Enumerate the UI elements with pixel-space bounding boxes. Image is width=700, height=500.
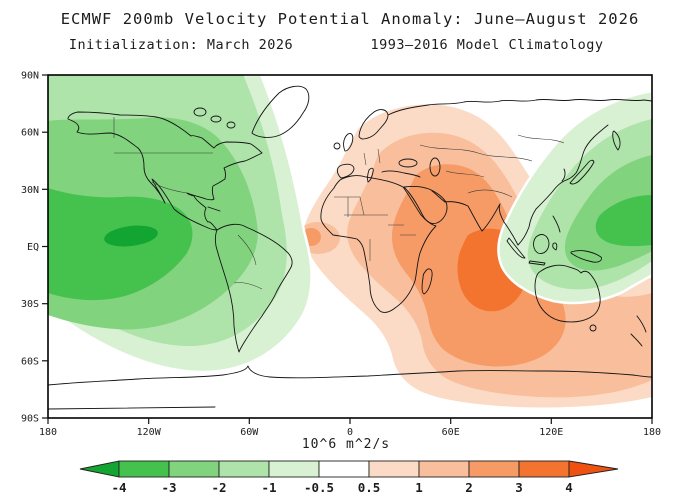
contour-region-negative-east-pacific (48, 75, 313, 374)
map-content (48, 75, 652, 410)
lon-axis: 180 120W 60W 0 60E 120E 180 (39, 418, 661, 438)
lat-axis: 90N 60N 30N EQ 30S 60S 90S (21, 71, 48, 425)
coastline-new-zealand (630, 315, 647, 347)
coastline-mediterranean-north (381, 170, 421, 178)
colorbar-seg-m2 (218, 460, 270, 478)
coastline-east-asia (517, 124, 609, 246)
lon-label-180e: 180 (643, 427, 661, 438)
lat-label-60s: 60S (21, 356, 39, 367)
lat-label-90n: 90N (21, 71, 39, 82)
lon-label-180w: 180 (39, 427, 57, 438)
contour-region-negative-west-pacific (497, 89, 652, 305)
contour-region-positive (296, 104, 652, 408)
cbar-tick-m0p5: -0.5 (304, 480, 334, 495)
colorbar-seg-p4 (518, 460, 570, 478)
coastline-north-america (67, 111, 263, 231)
cbar-tick-m1: -1 (261, 480, 276, 495)
coastline-japan (569, 159, 595, 185)
lat-label-30n: 30N (21, 185, 39, 196)
coastline-java (528, 260, 546, 266)
cbar-tick-p2: 2 (465, 480, 473, 495)
border-south-america (233, 234, 263, 290)
border-us-mexico (151, 181, 188, 194)
coastline-arctic-island-2 (210, 115, 222, 123)
page-title: ECMWF 200mb Velocity Potential Anomaly: … (61, 10, 640, 28)
lat-label-90s: 90S (21, 414, 39, 425)
cbar-tick-p1: 1 (415, 480, 423, 495)
coastline-africa (320, 175, 437, 313)
border-asia (419, 134, 565, 198)
colorbar: 10^6 m^2/s -4 -3 -2 -1 -0.5 0.5 1 2 3 4 (79, 437, 619, 495)
colorbar-seg-m1 (268, 460, 320, 478)
cbar-tick-m3: -3 (161, 480, 176, 495)
coastline-philippines (552, 215, 561, 233)
cbar-tick-p4: 4 (565, 480, 573, 495)
colorbar-seg-p3 (468, 460, 520, 478)
cbar-tick-p0p5: 0.5 (358, 480, 381, 495)
coastline-caspian-sea (429, 157, 441, 177)
lon-label-60w: 60W (240, 427, 259, 438)
coastline-sumatra (506, 237, 526, 259)
coastline-scandinavia (358, 109, 389, 140)
colorbar-seg-p2 (418, 460, 470, 478)
colorbar-seg-p1 (368, 460, 420, 478)
lat-label-30s: 30S (21, 299, 39, 310)
coastline-korea (561, 168, 566, 182)
coastline-south-america (214, 223, 293, 353)
coastline-arctic-island-3 (226, 121, 236, 129)
lon-label-60e: 60E (442, 427, 460, 438)
coastline-arctic-island-1 (193, 107, 207, 117)
coastline-tasmania (589, 324, 597, 332)
coastline-britain (343, 133, 354, 152)
border-africa (334, 196, 416, 261)
coastline-south-asia (431, 190, 519, 246)
subtitle-initialization: Initialization: March 2026 (69, 37, 293, 53)
colorbar-arrow-right (568, 460, 619, 478)
coastline-greenland (251, 85, 310, 138)
coastline-russia-north (387, 98, 652, 116)
lat-label-60n: 60N (21, 128, 39, 139)
border-us-canada (113, 117, 213, 154)
lon-label-120w: 120W (137, 427, 162, 438)
contour-minus-3-west (595, 195, 652, 247)
colorbar-seg-zero (318, 460, 370, 478)
coastlines (48, 85, 652, 410)
country-borders (113, 117, 565, 290)
colorbar-arrow-left (79, 460, 120, 478)
lon-label-120e: 120E (539, 427, 563, 438)
coastline-australia (534, 264, 601, 323)
colorbar-unit-label: 10^6 m^2/s (302, 437, 390, 452)
cbar-tick-p3: 3 (515, 480, 523, 495)
lon-label-0: 0 (347, 427, 353, 438)
coastline-kamchatka (612, 130, 621, 151)
contour-minus-4-core (104, 225, 158, 247)
coastline-ireland (333, 142, 341, 150)
coastline-black-sea (398, 158, 418, 168)
coastline-cuba (207, 206, 221, 212)
lat-label-eq: EQ (27, 242, 39, 253)
cbar-tick-m4: -4 (111, 480, 126, 495)
border-europe (363, 148, 381, 166)
coastline-borneo (533, 234, 550, 254)
coastline-iberia (336, 163, 355, 179)
coastline-sulawesi (552, 242, 558, 251)
coastline-antarctica (48, 365, 652, 386)
cbar-tick-m2: -2 (211, 480, 226, 495)
coastline-arabia (403, 185, 448, 225)
coastline-antarctic-ice-shelf (48, 406, 216, 410)
coastline-madagascar (421, 268, 433, 295)
colorbar-seg-m4 (118, 460, 170, 478)
coastline-new-guinea (570, 250, 602, 263)
map-area: 90N 60N 30N EQ 30S 60S 90S 180 120W 60W … (21, 71, 661, 439)
colorbar-seg-m3 (168, 460, 220, 478)
coastline-italy (367, 167, 374, 183)
subtitle-climatology: 1993–2016 Model Climatology (371, 37, 604, 53)
